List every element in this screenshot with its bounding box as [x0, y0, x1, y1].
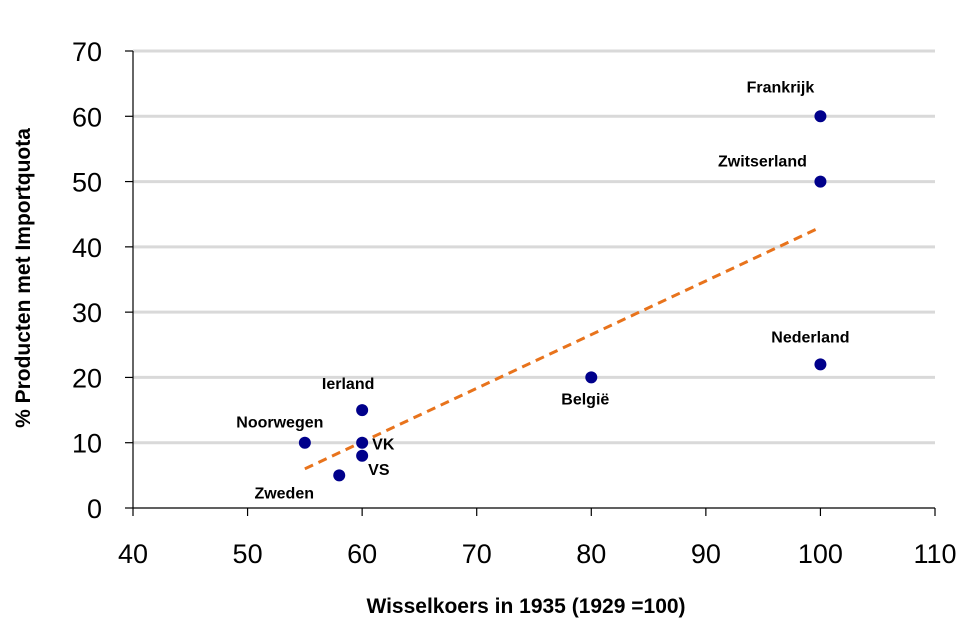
- axes: [125, 50, 936, 516]
- x-tick-label: 40: [118, 539, 148, 569]
- y-tick-label: 10: [72, 429, 102, 459]
- data-point: [814, 110, 827, 123]
- point-label: Ierland: [322, 376, 374, 393]
- x-tick-label: 100: [798, 539, 843, 569]
- y-tick-label: 70: [72, 37, 102, 67]
- y-tick-label: 0: [87, 494, 102, 524]
- data-point: [298, 436, 311, 449]
- y-tick-label: 30: [72, 298, 102, 328]
- data-point: [356, 436, 369, 449]
- y-tick-label: 60: [72, 102, 102, 132]
- x-tick-label: 110: [913, 539, 956, 569]
- data-points: [298, 110, 827, 482]
- data-point: [814, 175, 827, 188]
- y-tick-label: 20: [72, 363, 102, 393]
- x-tick-label: 70: [462, 539, 492, 569]
- y-axis-title: % Producten met Importquota: [12, 128, 35, 428]
- point-labels: Frankrijk Zwitserland Nederland België Ierla…: [236, 79, 849, 502]
- point-label: Nederland: [771, 329, 849, 346]
- data-point: [333, 469, 346, 482]
- point-label: Frankrijk: [747, 79, 815, 96]
- point-label: België: [561, 391, 609, 408]
- data-point: [814, 358, 827, 371]
- y-tick-label: 50: [72, 168, 102, 198]
- trendline-layer: [304, 225, 822, 471]
- point-label: Noorwegen: [236, 415, 323, 432]
- trendline: [304, 225, 822, 471]
- x-tick-label: 50: [233, 539, 263, 569]
- point-label: VK: [372, 437, 395, 454]
- y-tick-labels: 0 10 20 30 40 50 60 70: [72, 37, 102, 524]
- y-tick-label: 40: [72, 233, 102, 263]
- x-tick-label: 60: [347, 539, 377, 569]
- point-label: Zweden: [254, 485, 314, 502]
- gridlines: [133, 49, 935, 445]
- x-tick-label: 80: [576, 539, 606, 569]
- x-tick-label: 90: [691, 539, 721, 569]
- x-tick-labels: 40 50 60 70 80 90 100 110: [118, 539, 957, 569]
- data-point: [356, 449, 369, 462]
- point-label: VS: [368, 462, 390, 479]
- x-axis-title: Wisselkoers in 1935 (1929 =100): [366, 595, 685, 618]
- point-label: Zwitserland: [718, 154, 807, 171]
- data-point: [585, 371, 598, 384]
- data-point: [356, 404, 369, 417]
